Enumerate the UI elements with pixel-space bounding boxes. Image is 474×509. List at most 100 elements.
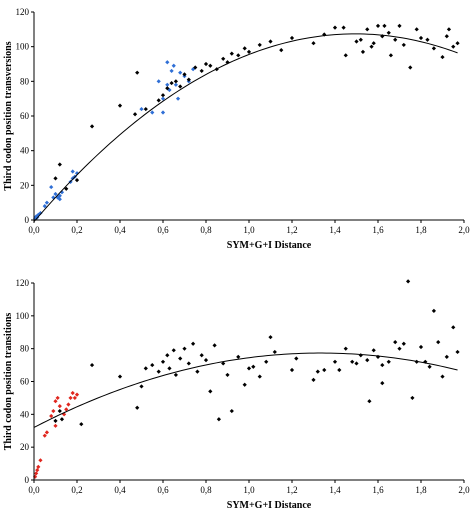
data-point (367, 399, 372, 404)
data-point (358, 37, 363, 42)
y-tick-label: 80 (20, 76, 30, 86)
data-point (388, 53, 393, 58)
x-tick-label: 0,6 (157, 225, 169, 235)
data-point (418, 35, 424, 41)
x-ticks: 0,0 0,2 0,4 0,6 0,8 1,0 1,2 1,4 1,6 1,8 2,0 (28, 220, 470, 235)
data-point (55, 395, 60, 401)
x-tick-label: 1,8 (415, 225, 427, 235)
data-point (160, 110, 166, 115)
x-tick-label: 1,2 (286, 485, 297, 495)
data-point (57, 197, 62, 202)
data-point (229, 408, 234, 414)
data-point (246, 49, 252, 54)
data-point (49, 184, 54, 190)
data-point (212, 343, 217, 348)
data-point (49, 413, 54, 419)
data-point (315, 369, 320, 374)
data-point (89, 124, 95, 129)
y-tick-label: 20 (20, 180, 30, 190)
data-point (53, 176, 58, 181)
data-point (74, 392, 80, 397)
data-point (397, 23, 402, 28)
data-point (160, 96, 166, 101)
data-point (53, 423, 58, 428)
data-point (401, 42, 406, 48)
x-tick-label: 0,2 (71, 485, 82, 495)
x-tick-label: 0,2 (71, 225, 82, 235)
data-point (182, 346, 187, 351)
data-point (444, 34, 449, 39)
x-tick-label: 1,4 (329, 485, 341, 495)
data-point (44, 200, 49, 205)
data-point (371, 41, 376, 46)
data-point (242, 382, 247, 387)
data-point (337, 367, 342, 373)
data-point (195, 369, 200, 374)
x-axis-title: SYM+G+I Distance (227, 500, 312, 509)
scatter-panel-transitions: 0,0 0,2 0,4 0,6 0,8 1,0 1,2 1,4 1,6 1,8 2,0 0 20 40 6… (3, 278, 470, 509)
data-point (354, 361, 359, 366)
data-point (279, 48, 284, 53)
data-point (72, 395, 77, 401)
data-point (117, 103, 123, 108)
x-tick-label: 1,2 (286, 225, 297, 235)
x-tick-label: 0,4 (114, 485, 126, 495)
data-point (160, 359, 166, 364)
data-point (221, 56, 226, 61)
data-point (311, 377, 316, 382)
data-point (169, 68, 174, 74)
data-point (59, 417, 65, 422)
data-point (57, 162, 62, 167)
x-tick-label: 1,6 (372, 225, 384, 235)
data-point (408, 65, 413, 70)
data-point (57, 193, 62, 198)
data-point (440, 374, 445, 379)
data-point (165, 60, 170, 65)
y-tick-label: 100 (16, 311, 30, 321)
data-point (165, 353, 170, 358)
data-point (208, 389, 213, 394)
data-point (70, 169, 75, 174)
data-point (139, 106, 144, 112)
data-point (156, 98, 161, 103)
data-point (74, 178, 80, 183)
trend-line (33, 352, 458, 428)
x-axis-title: SYM+G+I Distance (227, 240, 312, 251)
y-tick-label: 60 (20, 377, 30, 387)
data-point (358, 353, 363, 358)
data-point (160, 93, 166, 98)
data-point (135, 70, 140, 75)
x-tick-label: 2,0 (458, 485, 470, 495)
data-point (386, 30, 391, 35)
data-point (150, 362, 155, 368)
data-point (365, 358, 370, 363)
data-point (178, 70, 183, 75)
x-tick-label: 1,8 (415, 485, 427, 495)
data-point (332, 25, 338, 30)
y-axis-title: Third codon position transversions (3, 41, 14, 190)
data-point (35, 468, 40, 473)
data-point (440, 54, 445, 60)
x-tick-label: 1,0 (243, 225, 255, 235)
data-point (34, 471, 39, 476)
x-tick-label: 0,8 (200, 485, 212, 495)
y-tick-label: 60 (20, 111, 30, 121)
x-tick-label: 0,0 (28, 225, 40, 235)
x-tick-label: 0,0 (28, 485, 40, 495)
data-point (143, 106, 148, 112)
data-point (455, 41, 460, 46)
data-point (171, 348, 176, 353)
data-point (289, 35, 295, 41)
data-point (350, 359, 355, 364)
data-point (397, 346, 402, 351)
data-point (44, 430, 49, 435)
data-point (410, 395, 415, 401)
data-point (57, 404, 62, 409)
x-tick-label: 0,6 (157, 485, 169, 495)
data-point (375, 23, 381, 28)
data-point (186, 361, 191, 366)
data-point (341, 25, 346, 30)
data-point (199, 68, 204, 74)
y-tick-label: 0 (25, 215, 30, 225)
y-tick-label: 20 (20, 442, 30, 452)
